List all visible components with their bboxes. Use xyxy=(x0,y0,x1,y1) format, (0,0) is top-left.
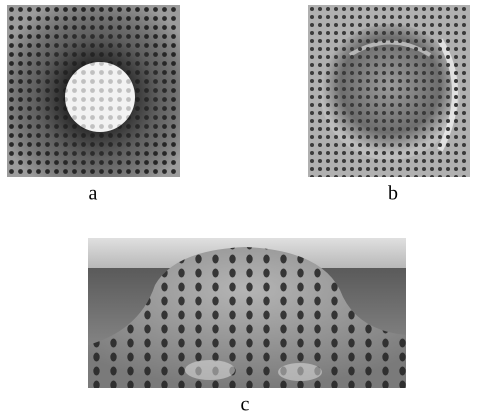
panel-label: c xyxy=(241,394,250,416)
figure: a b c xyxy=(0,0,481,417)
panel-label: b xyxy=(388,183,398,205)
photo-b xyxy=(308,5,470,177)
panel-label: a xyxy=(89,183,98,205)
photo-c xyxy=(88,238,406,388)
photo-a xyxy=(7,5,180,177)
